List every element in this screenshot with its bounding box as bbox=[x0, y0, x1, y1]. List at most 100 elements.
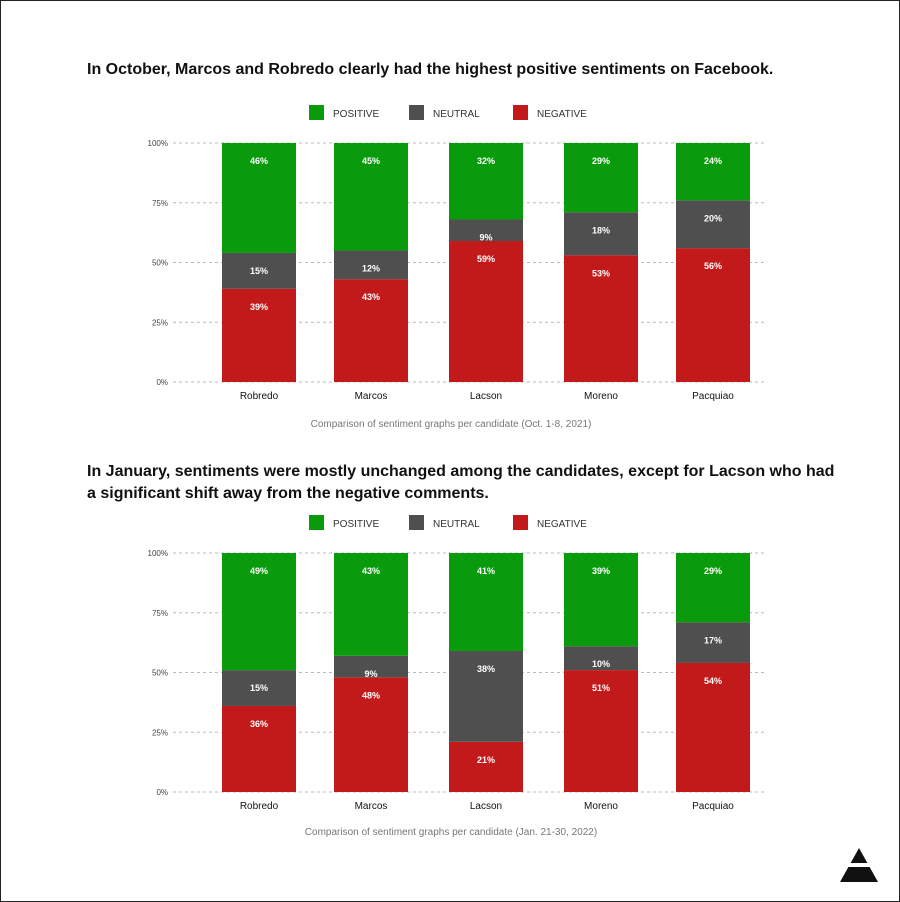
bar-value-label: 43% bbox=[362, 292, 380, 302]
bar-segment-neutral bbox=[449, 219, 523, 241]
legend-swatch-negative bbox=[513, 105, 528, 120]
legend-swatch-positive bbox=[309, 515, 324, 530]
bar-value-label: 29% bbox=[704, 566, 722, 576]
chart-1-caption: Comparison of sentiment graphs per candi… bbox=[310, 419, 592, 430]
bar-value-label: 24% bbox=[704, 156, 722, 166]
bar-segment-neutral bbox=[676, 622, 750, 663]
bar-value-label: 53% bbox=[592, 268, 610, 278]
bar-value-label: 41% bbox=[477, 566, 495, 576]
bar-value-label: 12% bbox=[362, 264, 380, 274]
legend-swatch-positive bbox=[309, 105, 324, 120]
bar-segment-neutral bbox=[222, 670, 296, 706]
bar-segment-positive bbox=[676, 143, 750, 201]
bar-segment-negative bbox=[449, 240, 523, 382]
y-tick-label: 0% bbox=[156, 788, 168, 797]
bar-segment-negative bbox=[564, 670, 638, 792]
x-category-label: Pacquiao bbox=[692, 391, 734, 402]
y-tick-label: 75% bbox=[152, 199, 168, 208]
bar-segment-positive bbox=[334, 143, 408, 251]
bar-value-label: 18% bbox=[592, 225, 610, 235]
bar-value-label: 21% bbox=[477, 755, 495, 765]
bar-segment-neutral bbox=[564, 646, 638, 671]
bar-value-label: 17% bbox=[704, 635, 722, 645]
bar-value-label: 46% bbox=[250, 156, 268, 166]
bar-segment-negative bbox=[222, 705, 296, 792]
bar-value-label: 59% bbox=[477, 254, 495, 264]
x-category-label: Marcos bbox=[355, 391, 388, 402]
chart-2-title: In January, sentiments were mostly uncha… bbox=[87, 463, 835, 502]
bar-value-label: 56% bbox=[704, 261, 722, 271]
bar-value-label: 20% bbox=[704, 213, 722, 223]
bar-segment-negative bbox=[334, 677, 408, 792]
bar-segment-positive bbox=[564, 553, 638, 647]
bar-value-label: 36% bbox=[250, 719, 268, 729]
bar-value-label: 9% bbox=[364, 669, 377, 679]
y-tick-label: 50% bbox=[152, 669, 168, 678]
bar-value-label: 51% bbox=[592, 683, 610, 693]
legend-label-neutral: NEUTRAL bbox=[433, 109, 480, 120]
bar-segment-neutral bbox=[676, 200, 750, 249]
legend-label-positive: POSITIVE bbox=[333, 519, 379, 530]
x-category-label: Pacquiao bbox=[692, 801, 734, 812]
x-category-label: Moreno bbox=[584, 391, 618, 402]
y-tick-label: 100% bbox=[148, 139, 168, 148]
bar-segment-neutral bbox=[564, 212, 638, 256]
legend-label-positive: POSITIVE bbox=[333, 109, 379, 120]
bar-segment-positive bbox=[222, 143, 296, 253]
bar-value-label: 39% bbox=[592, 566, 610, 576]
bar-segment-negative bbox=[222, 288, 296, 382]
bar-segment-negative bbox=[334, 279, 408, 382]
x-category-label: Robredo bbox=[240, 801, 279, 812]
y-tick-label: 75% bbox=[152, 609, 168, 618]
bar-value-label: 10% bbox=[592, 659, 610, 669]
bar-value-label: 54% bbox=[704, 676, 722, 686]
bar-value-label: 32% bbox=[477, 156, 495, 166]
bar-segment-negative bbox=[676, 248, 750, 382]
legend-swatch-neutral bbox=[409, 105, 424, 120]
bar-segment-positive bbox=[449, 143, 523, 220]
legend-label-negative: NEGATIVE bbox=[537, 519, 587, 530]
x-category-label: Robredo bbox=[240, 391, 279, 402]
x-category-label: Lacson bbox=[470, 801, 502, 812]
bar-value-label: 43% bbox=[362, 566, 380, 576]
chart-2-caption: Comparison of sentiment graphs per candi… bbox=[304, 827, 598, 838]
bar-segment-neutral bbox=[334, 250, 408, 280]
bar-segment-positive bbox=[676, 553, 750, 623]
legend-swatch-neutral bbox=[409, 515, 424, 530]
legend-swatch-negative bbox=[513, 515, 528, 530]
legend-label-neutral: NEUTRAL bbox=[433, 519, 480, 530]
bar-value-label: 45% bbox=[362, 156, 380, 166]
bar-segment-positive bbox=[564, 143, 638, 213]
legend-label-negative: NEGATIVE bbox=[537, 109, 587, 120]
bar-value-label: 38% bbox=[477, 664, 495, 674]
bar-segment-neutral bbox=[449, 650, 523, 742]
x-category-label: Marcos bbox=[355, 801, 388, 812]
chart-1-title: In October, Marcos and Robredo clearly h… bbox=[87, 61, 774, 78]
x-category-label: Lacson bbox=[470, 391, 502, 402]
chart-1-plot: POSITIVE NEUTRAL NEGATIVE 0% 25% 50% 75% 100% 39… bbox=[148, 105, 766, 402]
bar-segment-neutral bbox=[222, 252, 296, 289]
bar-value-label: 39% bbox=[250, 302, 268, 312]
bar-segment-positive bbox=[449, 553, 523, 651]
bar-value-label: 15% bbox=[250, 683, 268, 693]
bar-segment-neutral bbox=[334, 655, 408, 678]
bar-segment-negative bbox=[676, 662, 750, 792]
x-category-label: Moreno bbox=[584, 801, 618, 812]
bar-segment-negative bbox=[564, 255, 638, 382]
y-tick-label: 25% bbox=[152, 318, 168, 327]
bar-segment-positive bbox=[222, 553, 296, 671]
y-tick-label: 50% bbox=[152, 259, 168, 268]
chart-2-plot: POSITIVE NEUTRAL NEGATIVE 0% 25% 50% 75% 100% 36… bbox=[148, 515, 766, 812]
bar-value-label: 15% bbox=[250, 266, 268, 276]
bar-segment-negative bbox=[449, 741, 523, 792]
bar-segment-positive bbox=[334, 553, 408, 656]
y-tick-label: 100% bbox=[148, 549, 168, 558]
bar-value-label: 49% bbox=[250, 566, 268, 576]
bar-value-label: 9% bbox=[479, 232, 492, 242]
bar-value-label: 48% bbox=[362, 690, 380, 700]
bar-value-label: 29% bbox=[592, 156, 610, 166]
y-tick-label: 0% bbox=[156, 378, 168, 387]
triangle-logo-icon bbox=[839, 848, 879, 882]
y-tick-label: 25% bbox=[152, 728, 168, 737]
